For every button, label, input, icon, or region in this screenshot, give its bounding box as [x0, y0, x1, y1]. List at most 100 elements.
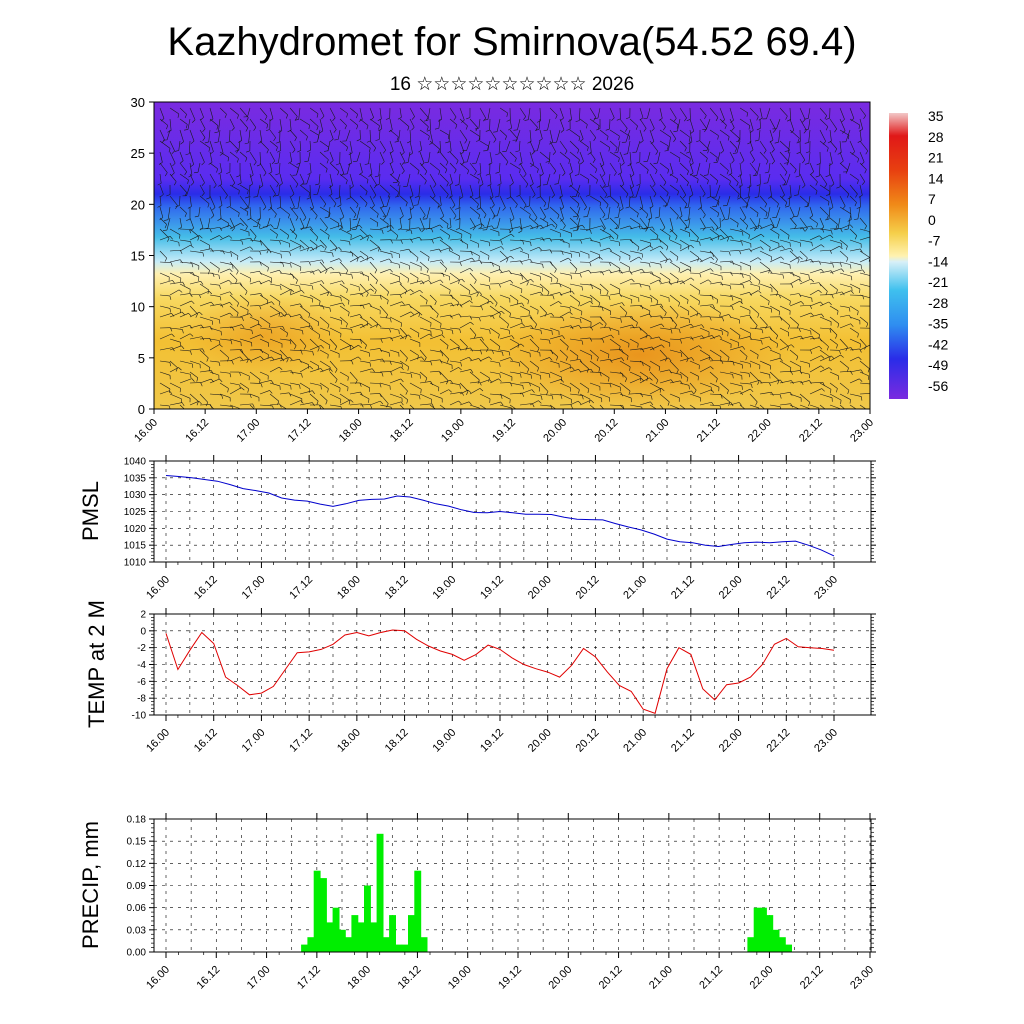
- wind-barb: [269, 151, 276, 165]
- wind-barb-shaft: [339, 371, 349, 378]
- wind-barb-flag: [216, 168, 218, 173]
- wind-barb: [159, 305, 171, 313]
- wind-barb-flag: [286, 332, 288, 337]
- wind-barb-flag: [268, 171, 273, 175]
- wind-barb-shaft: [289, 140, 296, 150]
- wind-barb-shaft: [339, 118, 347, 126]
- wind-barb-shaft: [159, 151, 163, 163]
- wind-barb: [209, 316, 221, 324]
- wind-barb-shaft: [259, 390, 270, 395]
- wind-barb-shaft: [279, 327, 288, 334]
- wind-barb-flag: [294, 119, 299, 121]
- wind-barb-shaft: [219, 217, 229, 224]
- wind-barb-flag: [289, 411, 290, 415]
- wind-barb-shaft: [229, 305, 239, 313]
- wind-barb-flag: [356, 114, 358, 119]
- wind-barb-shaft: [249, 348, 262, 351]
- wind-barb-flag: [214, 131, 219, 134]
- wind-barb: [329, 129, 334, 142]
- wind-barb: [279, 228, 289, 240]
- wind-barb: [237, 173, 242, 186]
- wind-barb-flag: [235, 279, 238, 284]
- wind-barb-flag: [324, 150, 329, 152]
- wind-barb-shaft: [249, 371, 261, 380]
- wind-barb: [239, 283, 248, 296]
- wind-barb: [279, 327, 288, 337]
- wind-barb: [259, 118, 269, 129]
- wind-barb-flag: [245, 196, 250, 199]
- wind-barb-shaft: [199, 404, 211, 406]
- wind-barb-flag: [366, 293, 369, 297]
- wind-barb: [274, 184, 281, 197]
- wind-barb-shaft: [169, 289, 180, 296]
- wind-barb-shaft: [219, 279, 229, 285]
- wind-barb: [169, 345, 185, 351]
- wind-barb: [289, 290, 305, 296]
- wind-barb-flag: [191, 300, 195, 304]
- wind-barb: [179, 118, 188, 129]
- wind-barb: [169, 311, 185, 318]
- wind-barb-shaft: [229, 261, 239, 272]
- wind-barb-shaft: [159, 360, 170, 363]
- wind-barb: [359, 118, 369, 130]
- wind-barb-shaft: [199, 129, 206, 138]
- wind-barb-flag: [229, 268, 233, 273]
- wind-barb-flag: [226, 205, 231, 209]
- wind-barb-flag: [253, 161, 257, 166]
- wind-barb-shaft: [329, 371, 338, 380]
- wind-barb-flag: [200, 117, 204, 121]
- wind-barb-shaft: [239, 358, 250, 362]
- wind-barb-flag: [219, 296, 222, 301]
- wind-barb-flag: [228, 279, 232, 284]
- wind-barb-flag: [347, 300, 350, 305]
- wind-barb-shaft: [278, 162, 281, 174]
- wind-barb-shaft: [289, 118, 292, 131]
- wind-barb-flag: [207, 203, 210, 208]
- wind-barb: [209, 283, 221, 290]
- wind-barb-shaft: [239, 313, 250, 318]
- wind-barb-flag: [286, 358, 289, 363]
- wind-barb: [174, 140, 181, 152]
- wind-barb-shaft: [169, 338, 181, 343]
- wind-barb: [366, 129, 371, 143]
- wind-barb: [226, 195, 231, 209]
- wind-barb-shaft: [189, 261, 199, 266]
- wind-barb-flag: [185, 124, 188, 129]
- wind-barb-shaft: [349, 344, 359, 351]
- wind-barb-flag: [241, 240, 244, 245]
- wind-barb: [279, 313, 292, 318]
- wind-barb-shaft: [179, 393, 191, 399]
- wind-barb: [209, 250, 225, 255]
- wind-barb: [189, 382, 203, 387]
- wind-barb: [309, 244, 325, 252]
- wind-barb-shaft: [189, 173, 195, 183]
- wind-barb: [219, 279, 232, 285]
- wind-barb: [329, 247, 342, 252]
- wind-barb-flag: [173, 181, 177, 186]
- wind-barb: [187, 195, 192, 209]
- wind-barb: [179, 261, 194, 268]
- wind-barb-shaft: [209, 173, 217, 186]
- wind-barb-flag: [230, 252, 233, 257]
- wind-barb: [209, 327, 222, 336]
- wind-barb-flag: [267, 267, 269, 272]
- wind-barb: [319, 261, 328, 274]
- wind-barb-flag: [174, 150, 179, 152]
- wind-barb: [329, 404, 342, 409]
- wind-barb-shaft: [359, 288, 371, 296]
- wind-barb-flag: [200, 281, 204, 285]
- wind-barb-shaft: [339, 228, 352, 235]
- wind-barb: [349, 283, 360, 291]
- wind-barb-shaft: [309, 228, 319, 238]
- wind-barb-shaft: [179, 195, 181, 206]
- wind-barb: [229, 305, 239, 317]
- wind-barb-flag: [182, 329, 184, 334]
- wind-barb: [289, 382, 301, 389]
- wind-barb-flag: [227, 388, 229, 393]
- wind-barb: [349, 356, 362, 362]
- wind-barb-flag: [355, 380, 358, 384]
- wind-barb-shaft: [166, 129, 171, 140]
- wind-barb: [245, 184, 251, 199]
- wind-barb: [249, 334, 264, 340]
- wind-barb: [289, 140, 296, 153]
